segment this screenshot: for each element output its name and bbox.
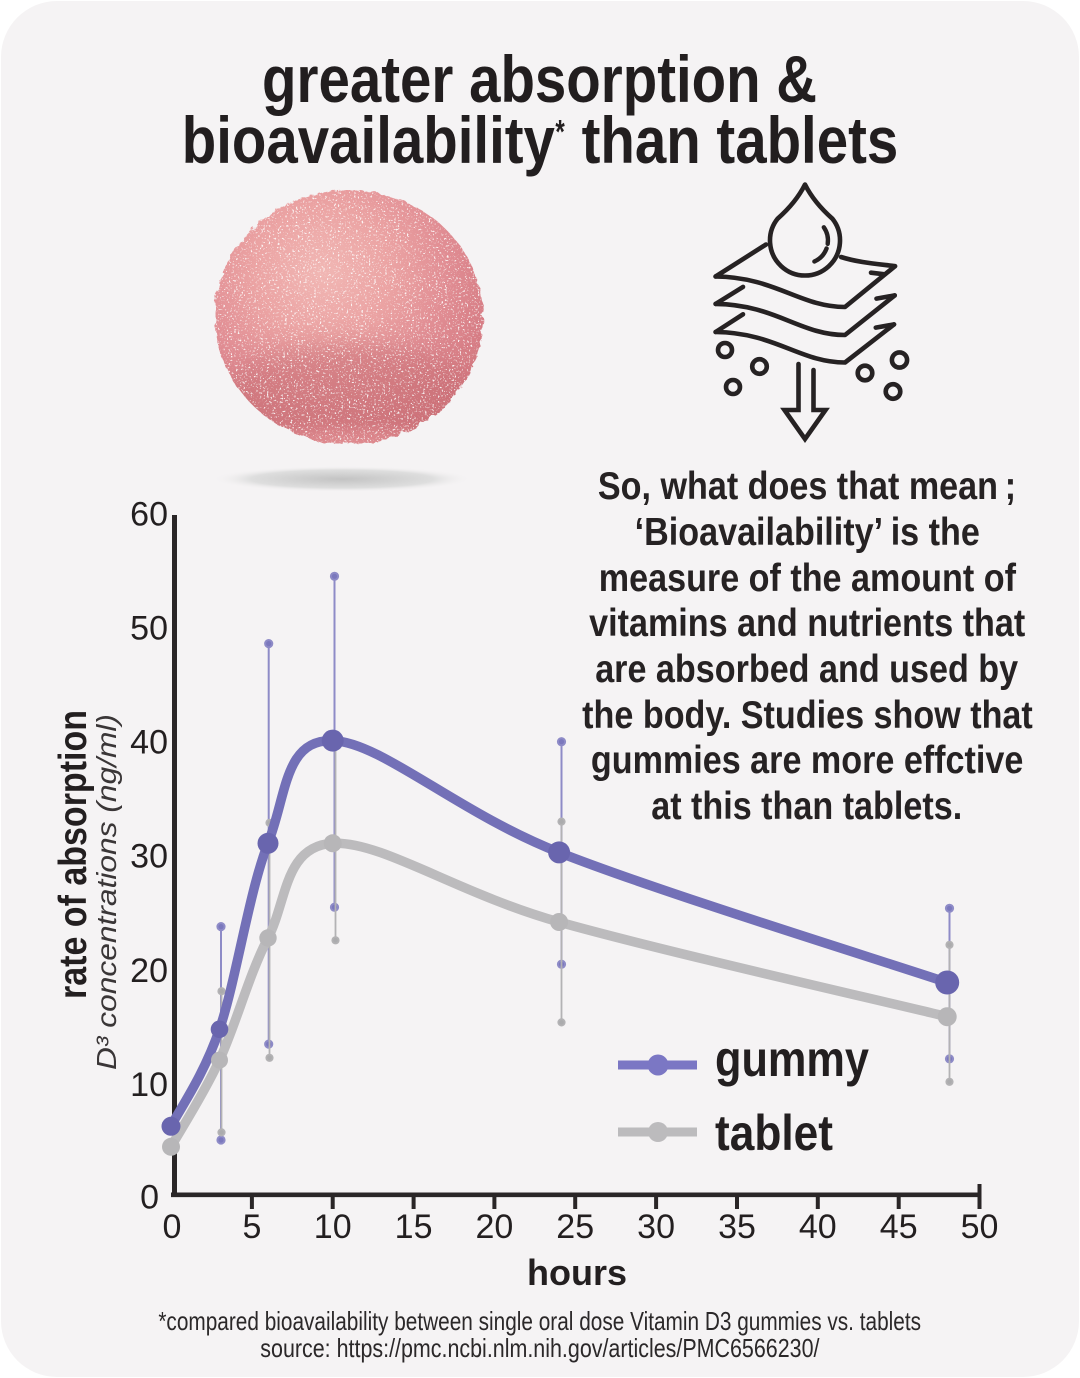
svg-text:0: 0 [140, 1179, 159, 1217]
svg-text:45: 45 [880, 1208, 918, 1246]
svg-text:20: 20 [475, 1208, 513, 1246]
svg-text:hours: hours [527, 1252, 627, 1293]
svg-text:50: 50 [961, 1208, 999, 1246]
svg-text:tablet: tablet [715, 1105, 833, 1161]
svg-text:5: 5 [242, 1208, 261, 1246]
svg-text:20: 20 [130, 952, 168, 990]
svg-text:30: 30 [637, 1208, 675, 1246]
svg-text:15: 15 [395, 1208, 433, 1246]
svg-text:D³ concentrations (ng/ml): D³ concentrations (ng/ml) [91, 714, 122, 1070]
svg-text:gummy: gummy [715, 1031, 869, 1087]
svg-text:10: 10 [314, 1208, 352, 1246]
svg-text:35: 35 [718, 1208, 756, 1246]
svg-text:50: 50 [130, 610, 168, 648]
svg-text:40: 40 [799, 1208, 837, 1246]
svg-text:rate of absorption: rate of absorption [52, 710, 95, 999]
svg-text:30: 30 [130, 838, 168, 876]
svg-text:0: 0 [163, 1208, 182, 1246]
svg-text:10: 10 [130, 1066, 168, 1104]
svg-text:40: 40 [130, 724, 168, 762]
svg-text:25: 25 [556, 1208, 594, 1246]
svg-text:60: 60 [130, 495, 168, 533]
